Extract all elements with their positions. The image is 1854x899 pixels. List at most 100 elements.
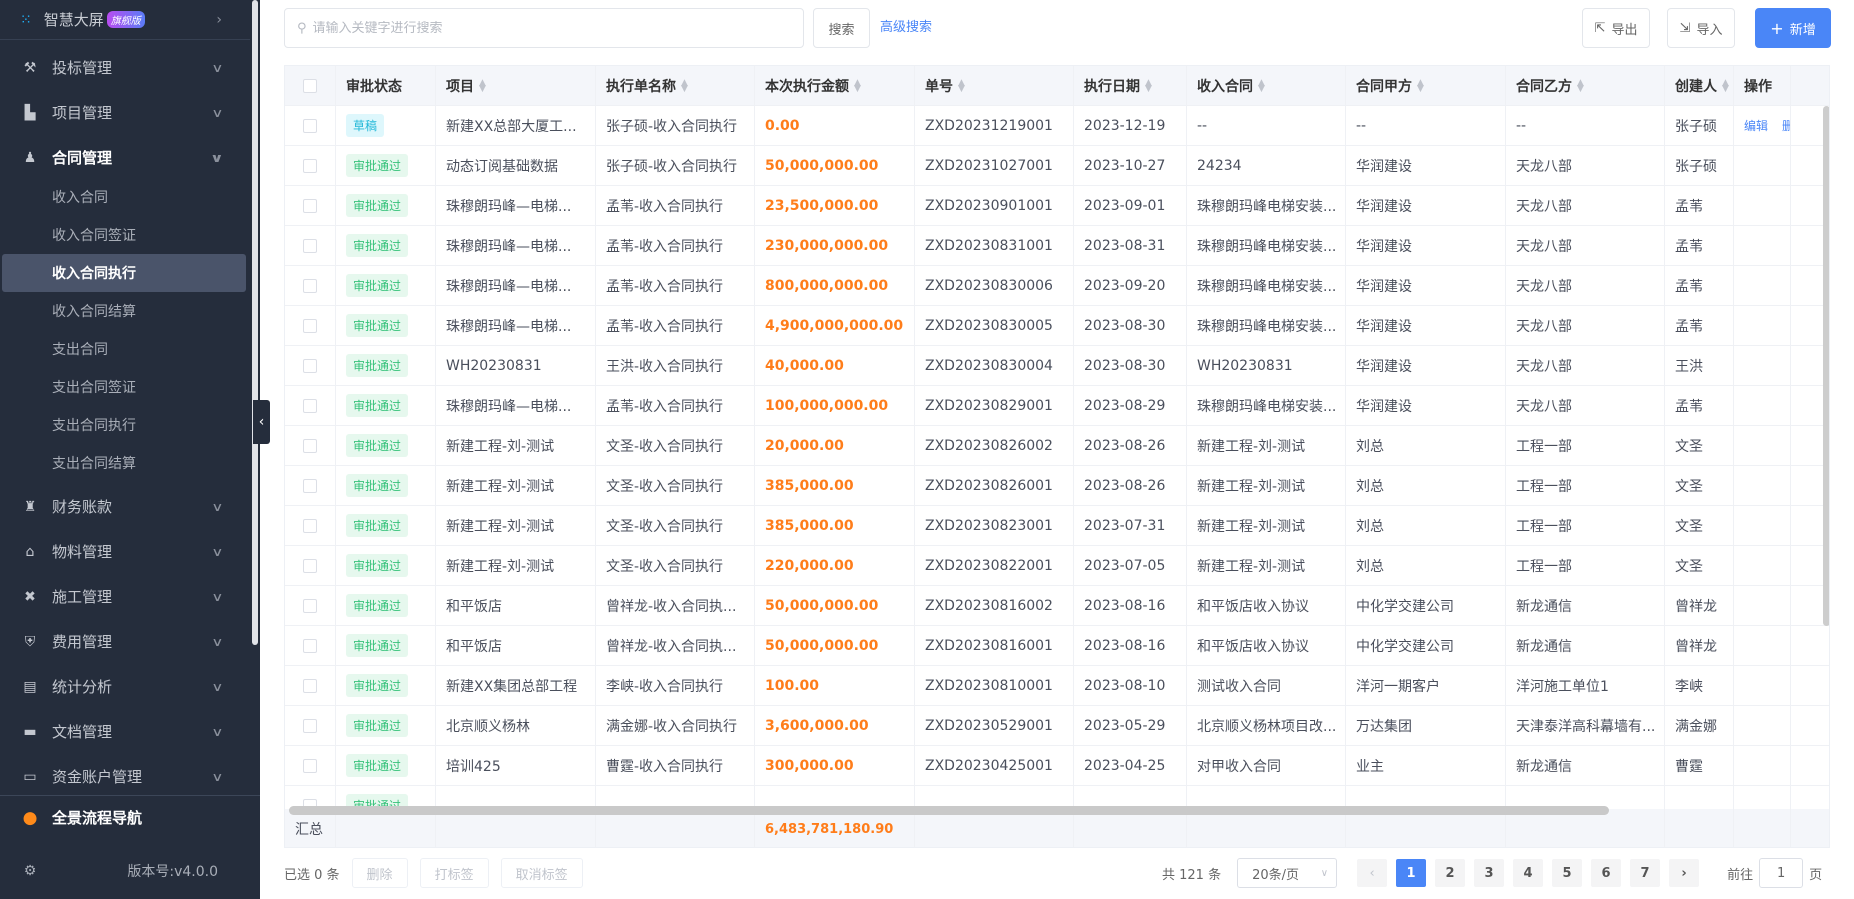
row-checkbox[interactable] [303, 598, 317, 613]
sidebar-item[interactable]: ♜ 财务账款 ∨ [0, 484, 250, 529]
sidebar-item[interactable]: ▙ 项目管理 ∨ [0, 90, 250, 135]
sort-icon[interactable]: ▲ ▼ [1417, 77, 1424, 94]
sidebar-subitem[interactable]: 收入合同执行 [2, 254, 246, 292]
tag-button[interactable]: 打标签 [419, 858, 489, 888]
sidebar-item[interactable]: ♟ 合同管理 ∨ [0, 135, 250, 180]
row-checkbox[interactable] [303, 118, 317, 133]
page-button[interactable]: 2 [1435, 859, 1466, 887]
column-header[interactable]: 项目 ▲ ▼ [436, 66, 596, 105]
table-row[interactable]: 审批通过 和平饭店 曾祥龙-收入合同执... 50,000,000.00 ZXD2023… [285, 586, 1829, 626]
row-checkbox[interactable] [303, 158, 317, 173]
table-row[interactable]: 审批通过 新建工程-刘-测试 文圣-收入合同执行 220,000.00 ZXD20230… [285, 546, 1829, 586]
table-row[interactable]: 审批通过 珠穆朗玛峰—电梯... 孟苇-收入合同执行 100,000,000.00 ZX… [285, 386, 1829, 426]
horizontal-scrollbar[interactable] [289, 806, 1609, 815]
table-row[interactable]: 审批通过 珠穆朗玛峰—电梯... 孟苇-收入合同执行 230,000,000.00 ZX… [285, 226, 1829, 266]
column-header[interactable]: 收入合同 ▲ ▼ [1187, 66, 1346, 105]
row-checkbox[interactable] [303, 518, 317, 533]
batch-delete-button[interactable]: 删除 [351, 858, 408, 888]
sort-icon[interactable]: ▲ ▼ [1145, 77, 1152, 94]
next-page-button[interactable]: › [1669, 859, 1700, 887]
page-button[interactable]: 7 [1630, 859, 1661, 887]
table-row[interactable]: 审批通过 新建工程-刘-测试 文圣-收入合同执行 385,000.00 ZXD20230… [285, 466, 1829, 506]
table-row[interactable]: 审批通过 动态订阅基础数据 张子硕-收入合同执行 50,000,000.00 ZXD20… [285, 146, 1829, 186]
sidebar-subitem[interactable]: 支出合同签证 [52, 380, 136, 396]
sidebar-subitem[interactable]: 收入合同 [52, 190, 108, 206]
edit-link[interactable]: 编辑 [1744, 119, 1769, 133]
sidebar-item[interactable]: ▤ 统计分析 ∨ [0, 664, 250, 709]
page-size-select[interactable]: 20条/页 ∨ [1237, 858, 1338, 888]
row-checkbox[interactable] [303, 278, 317, 293]
table-row[interactable]: 审批通过 新建工程-刘-测试 文圣-收入合同执行 385,000.00 ZXD20230… [285, 506, 1829, 546]
advanced-search-link[interactable]: 高级搜索 [880, 20, 933, 35]
table-row[interactable]: 审批通过 WH20230831 王洪-收入合同执行 40,000.00 ZXD20230… [285, 346, 1829, 386]
search-box[interactable]: ⚲ [284, 8, 804, 48]
sort-icon[interactable]: ▲ ▼ [681, 77, 688, 94]
sidebar-item[interactable]: ▬ 文档管理 ∨ [0, 709, 250, 754]
sidebar-subitem[interactable]: 支出合同 [52, 342, 108, 358]
row-checkbox[interactable] [303, 238, 317, 253]
table-row[interactable]: 审批通过 培训425 曹霆-收入合同执行 300,000.00 ZXD202304250… [285, 746, 1829, 786]
sidebar-item-dashboard[interactable]: ⁙ 智慧大屏 旗舰版 › [0, 0, 250, 40]
sidebar-scrollbar[interactable] [252, 0, 258, 645]
table-row[interactable]: 审批通过 新建工程-刘-测试 文圣-收入合同执行 20,000.00 ZXD202308… [285, 426, 1829, 466]
sort-icon[interactable]: ▲ ▼ [479, 77, 486, 94]
prev-page-button[interactable]: ‹ [1357, 859, 1388, 887]
row-checkbox[interactable] [303, 758, 317, 773]
column-header[interactable]: 合同乙方 ▲ ▼ [1506, 66, 1665, 105]
select-all-cell[interactable] [285, 66, 336, 105]
sidebar-item[interactable]: ▭ 资金账户管理 ∨ [0, 754, 250, 799]
row-checkbox[interactable] [303, 678, 317, 693]
select-all-checkbox[interactable] [303, 78, 317, 93]
sidebar-subitem[interactable]: 收入合同结算 [52, 304, 136, 320]
sort-icon[interactable]: ▲ ▼ [1577, 77, 1584, 94]
row-checkbox[interactable] [303, 558, 317, 573]
table-row[interactable]: 审批通过 珠穆朗玛峰—电梯... 孟苇-收入合同执行 4,900,000,000.00… [285, 306, 1829, 346]
sidebar-subitem[interactable]: 收入合同签证 [52, 228, 136, 244]
add-button[interactable]: + 新增 [1755, 8, 1831, 48]
sort-icon[interactable]: ▲ ▼ [1722, 77, 1729, 94]
page-button[interactable]: 5 [1552, 859, 1583, 887]
row-checkbox[interactable] [303, 478, 317, 493]
sidebar-subitem[interactable]: 支出合同结算 [52, 456, 136, 472]
table-row[interactable]: 审批通过 新建XX集团总部工程 李峡-收入合同执行 100.00 ZXD20230810… [285, 666, 1829, 706]
table-row[interactable]: 审批通过 北京顺义杨林 满金娜-收入合同执行 3,600,000.00 ZXD20230… [285, 706, 1829, 746]
page-button[interactable]: 6 [1591, 859, 1622, 887]
sort-icon[interactable]: ▲ ▼ [854, 77, 861, 94]
table-row[interactable]: 审批通过 和平饭店 曾祥龙-收入合同执... 50,000,000.00 ZXD2023… [285, 626, 1829, 666]
row-checkbox[interactable] [303, 718, 317, 733]
column-header[interactable]: 单号 ▲ ▼ [915, 66, 1074, 105]
page-button[interactable]: 1 [1396, 859, 1427, 887]
search-button[interactable]: 搜索 [813, 8, 870, 48]
untag-button[interactable]: 取消标签 [500, 858, 583, 888]
table-row[interactable]: 草稿 新建XX总部大厦工... 张子硕-收入合同执行 0.00 ZXD202312190… [285, 106, 1829, 146]
column-header[interactable]: 执行日期 ▲ ▼ [1074, 66, 1187, 105]
sidebar-collapse-button[interactable]: ‹ [253, 400, 270, 444]
column-header[interactable]: 执行单名称 ▲ ▼ [596, 66, 755, 105]
column-header[interactable]: 创建人 ▲ ▼ [1665, 66, 1734, 105]
table-row[interactable]: 审批通过 珠穆朗玛峰—电梯... 孟苇-收入合同执行 800,000,000.00 ZX… [285, 266, 1829, 306]
row-checkbox[interactable] [303, 398, 317, 413]
page-button[interactable]: 3 [1474, 859, 1505, 887]
delete-link[interactable]: 删除 [1782, 117, 1790, 134]
row-checkbox[interactable] [303, 358, 317, 373]
gear-icon[interactable]: ⚙ [23, 862, 37, 879]
row-checkbox[interactable] [303, 198, 317, 213]
sort-icon[interactable]: ▲ ▼ [958, 77, 965, 94]
sort-icon[interactable]: ▲ ▼ [1258, 77, 1265, 94]
row-checkbox[interactable] [303, 318, 317, 333]
search-input[interactable] [312, 20, 773, 36]
sidebar-subitem[interactable]: 支出合同执行 [52, 418, 136, 434]
row-checkbox[interactable] [303, 638, 317, 653]
column-header[interactable]: 合同甲方 ▲ ▼ [1346, 66, 1506, 105]
page-button[interactable]: 4 [1513, 859, 1544, 887]
sidebar-item[interactable]: ⛨ 费用管理 ∨ [0, 619, 250, 664]
sidebar-item[interactable]: ⌂ 物料管理 ∨ [0, 529, 250, 574]
goto-page-input[interactable]: 1 [1759, 858, 1804, 888]
sidebar-item[interactable]: ⚒ 投标管理 ∨ [0, 45, 250, 90]
import-button[interactable]: ⇲ 导入 [1667, 8, 1735, 48]
column-header[interactable]: 本次执行金额 ▲ ▼ [755, 66, 915, 105]
row-checkbox[interactable] [303, 438, 317, 453]
sidebar-item[interactable]: ✖ 施工管理 ∨ [0, 574, 250, 619]
vertical-scrollbar[interactable] [1823, 106, 1829, 626]
sidebar-item-process-nav[interactable]: ● 全景流程导航 [0, 795, 250, 840]
